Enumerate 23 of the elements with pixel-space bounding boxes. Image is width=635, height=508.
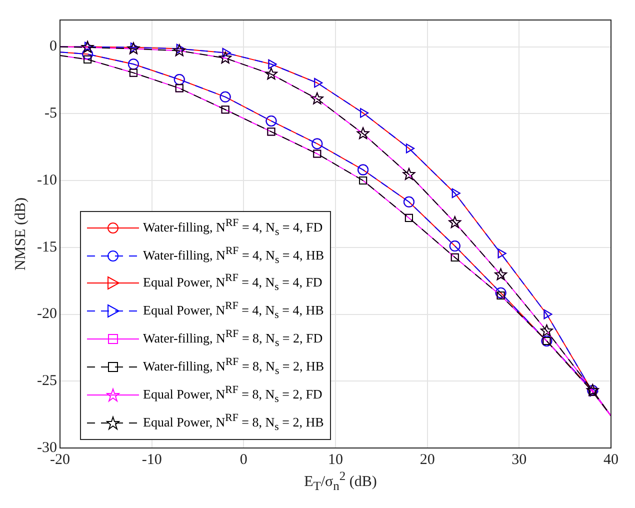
legend-label: Water-filling, N$^{RF}$ = 8, N$_{s}$ = 2, FD (143, 327, 323, 352)
y-tick-label: -25 (36, 373, 57, 390)
y-tick-label: -5 (44, 106, 57, 122)
legend-label: Water-filling, N$^{RF}$ = 4, N$_{s}$ = 4, FD (143, 216, 323, 240)
y-tick-label: -15 (36, 239, 57, 256)
x-tick-label: 40 (604, 452, 618, 468)
x-tick-label: 0 (240, 452, 248, 468)
y-axis-title: NMSE (dB) (12, 198, 29, 270)
y-tick-label: 0 (49, 38, 57, 55)
x-tick-label: 10 (328, 452, 343, 468)
legend-label: Water-filling, N$^{RF}$ = 4, N$_{s}$ = 4, HB (143, 244, 324, 268)
legend-label: Equal Power, N$^{RF}$ = 4, N$_{s}$ = 4, FD (143, 271, 322, 296)
y-tick-label: -20 (36, 306, 57, 322)
x-tick-label: 20 (420, 452, 435, 468)
legend-label: Equal Power, N$^{RF}$ = 4, N$_{s}$ = 4, HB (143, 299, 324, 324)
y-tick-label: -10 (36, 172, 57, 188)
x-tick-label: -10 (142, 452, 162, 468)
legend-label: Equal Power, N$^{RF}$ = 8, N$_{s}$ = 2, FD (143, 383, 322, 408)
x-axis-title: E$_{T}$/σ$_{n}$$^{2}$ (dB) (303, 469, 378, 494)
x-tick-label: 30 (512, 452, 527, 468)
legend-label: Equal Power, N$^{RF}$ = 8, N$_{s}$ = 2, HB (143, 411, 324, 435)
y-tick-label: -30 (36, 440, 57, 456)
legend-label: Water-filling, N$^{RF}$ = 8, N$_{s}$ = 2, HB (143, 355, 324, 380)
